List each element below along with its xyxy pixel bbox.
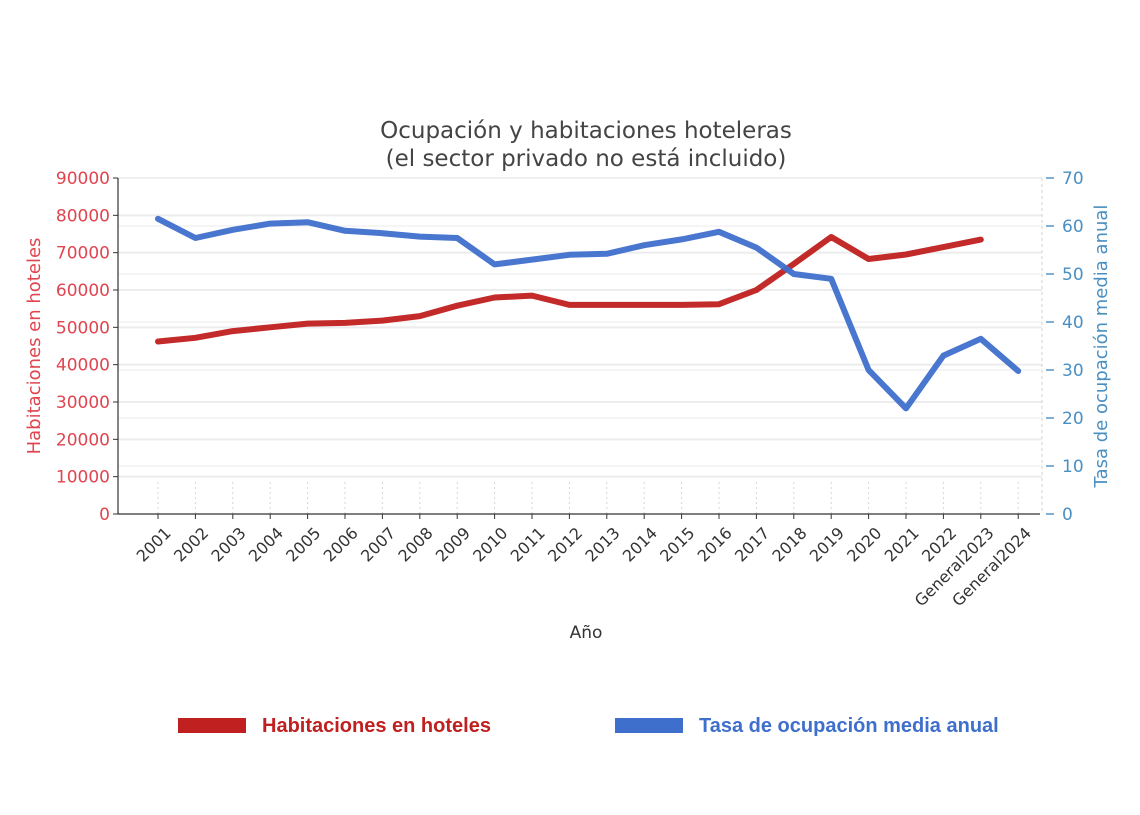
left-tick-label: 90000 bbox=[56, 169, 110, 189]
grid bbox=[118, 177, 1042, 514]
left-tick-label: 40000 bbox=[56, 356, 110, 376]
x-tick-label: 2019 bbox=[806, 523, 848, 565]
legend-swatch-habitaciones bbox=[178, 718, 246, 733]
x-tick-label: 2014 bbox=[619, 523, 661, 565]
legend-label-tasa: Tasa de ocupación media anual bbox=[699, 715, 999, 737]
left-tick-label: 0 bbox=[99, 505, 110, 525]
axes bbox=[117, 178, 1043, 515]
x-tick-label: 2013 bbox=[581, 523, 623, 565]
x-tick-label: 2005 bbox=[282, 523, 324, 565]
series-lines bbox=[155, 215, 1022, 412]
x-tick-label: 2021 bbox=[881, 523, 923, 565]
x-tick-label: 2010 bbox=[469, 523, 511, 565]
right-tick-label: 70 bbox=[1062, 169, 1084, 189]
x-tick-label: 2009 bbox=[432, 523, 474, 565]
series-line-tasa bbox=[155, 215, 1022, 412]
x-tick-label: 2002 bbox=[170, 523, 212, 565]
right-tick-label: 20 bbox=[1062, 409, 1084, 429]
left-tick-label: 20000 bbox=[56, 430, 110, 450]
x-tick-label: 2011 bbox=[507, 523, 549, 565]
x-tick-label: 2007 bbox=[357, 523, 399, 565]
x-tick-label: 2018 bbox=[768, 523, 810, 565]
right-tick-label: 50 bbox=[1062, 265, 1084, 285]
left-tick-label: 60000 bbox=[56, 281, 110, 301]
left-tick-label: 10000 bbox=[56, 468, 110, 488]
chart-title: Ocupación y habitaciones hoteleras bbox=[380, 118, 792, 144]
left-axis-ticks: 0 10000 20000 30000 40000 50000 60000 70000 8000… bbox=[56, 169, 118, 525]
right-tick-label: 10 bbox=[1062, 457, 1084, 477]
chart-subtitle: (el sector privado no está incluido) bbox=[386, 146, 787, 172]
left-tick-label: 50000 bbox=[56, 318, 110, 338]
legend: Habitaciones en hoteles Tasa de ocupació… bbox=[178, 715, 999, 737]
legend-swatch-tasa bbox=[615, 718, 683, 733]
right-tick-label: 30 bbox=[1062, 361, 1084, 381]
x-axis-ticks: 2001200220032004200520062007200820092010… bbox=[133, 514, 1035, 610]
x-tick-label: 2015 bbox=[656, 523, 698, 565]
x-axis-label: Año bbox=[570, 623, 603, 643]
x-tick-label: 2020 bbox=[843, 523, 885, 565]
left-tick-label: 80000 bbox=[56, 206, 110, 226]
series-line-habitaciones bbox=[155, 234, 984, 345]
y-axis-label-left: Habitaciones en hoteles bbox=[24, 238, 45, 455]
x-tick-label: 2016 bbox=[694, 523, 736, 565]
x-tick-label: 2003 bbox=[207, 523, 249, 565]
x-tick-label: 2001 bbox=[133, 523, 175, 565]
legend-label-habitaciones: Habitaciones en hoteles bbox=[262, 715, 491, 737]
x-tick-label: 2004 bbox=[245, 523, 287, 565]
right-axis-ticks: 0 10 20 30 40 50 60 70 bbox=[1046, 169, 1084, 525]
left-tick-label: 70000 bbox=[56, 244, 110, 264]
x-tick-label: 2012 bbox=[544, 523, 586, 565]
right-tick-label: 40 bbox=[1062, 313, 1084, 333]
right-tick-label: 60 bbox=[1062, 217, 1084, 237]
x-tick-label: 2017 bbox=[731, 523, 773, 565]
y-axis-label-right: Tasa de ocupación media anual bbox=[1091, 205, 1112, 489]
x-tick-label: 2006 bbox=[320, 523, 362, 565]
left-tick-label: 30000 bbox=[56, 393, 110, 413]
right-tick-label: 0 bbox=[1062, 505, 1073, 525]
x-tick-label: 2008 bbox=[394, 523, 436, 565]
